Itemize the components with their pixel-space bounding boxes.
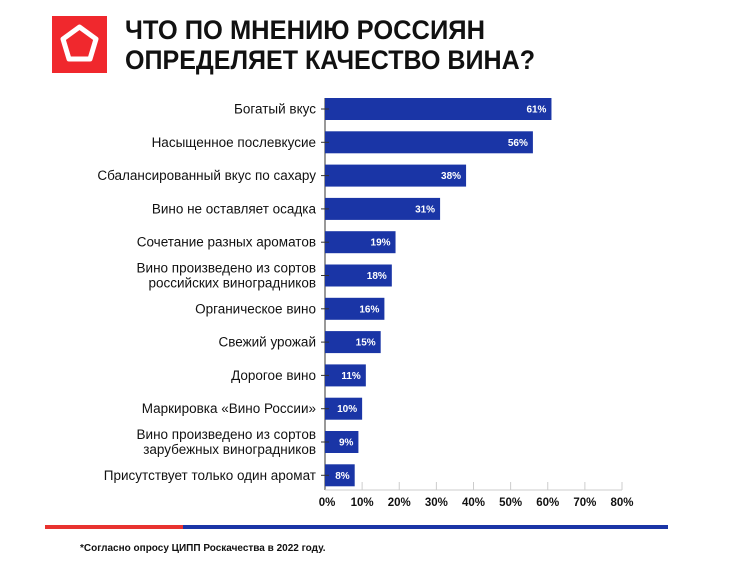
bar xyxy=(325,364,366,387)
category-label: Сочетание разных ароматов xyxy=(137,235,316,250)
x-tick-label: 40% xyxy=(462,497,485,509)
data-label: 11% xyxy=(341,371,361,382)
data-label: 10% xyxy=(337,404,357,415)
data-label: 15% xyxy=(356,338,376,349)
category-label: Дорогое вино xyxy=(231,368,316,383)
footnote: *Согласно опросу ЦИПП Роскачества в 2022… xyxy=(80,543,326,554)
x-tick-label: 70% xyxy=(573,497,596,509)
category-label: Маркировка «Вино России» xyxy=(142,401,316,416)
bar xyxy=(325,131,533,154)
bar xyxy=(325,431,359,453)
data-label: 16% xyxy=(359,304,379,315)
chart-title-line: ОПРЕДЕЛЯЕТ КАЧЕСТВО ВИНА? xyxy=(125,45,535,75)
category-label: Вино произведено из сортов xyxy=(137,261,316,276)
chart-title-line: ЧТО ПО МНЕНИЮ РОССИЯН xyxy=(125,15,485,45)
bar xyxy=(325,231,396,254)
x-tick-label: 30% xyxy=(425,497,448,509)
bar xyxy=(325,98,552,120)
category-label: Присутствует только один аромат xyxy=(104,468,316,483)
data-label: 9% xyxy=(339,438,354,449)
x-tick-label: 80% xyxy=(610,497,633,509)
bar xyxy=(325,297,385,320)
bar xyxy=(325,397,363,420)
data-label: 31% xyxy=(415,204,435,215)
divider-red xyxy=(45,525,183,529)
category-label: зарубежных виноградников xyxy=(143,442,316,457)
x-tick-label: 50% xyxy=(499,497,522,509)
category-label: Сбалансированный вкус по сахару xyxy=(97,168,316,183)
x-tick-label: 10% xyxy=(351,497,374,509)
pentagon-icon xyxy=(60,24,99,62)
bar xyxy=(325,464,355,487)
divider-blue xyxy=(183,525,668,529)
bar xyxy=(325,331,381,354)
category-label: Насыщенное послевкусие xyxy=(152,135,316,150)
bar xyxy=(325,197,441,220)
x-tick-label: 60% xyxy=(536,497,559,509)
data-label: 19% xyxy=(371,238,391,249)
category-label: Органическое вино xyxy=(195,301,316,316)
data-label: 61% xyxy=(526,105,546,116)
bar xyxy=(325,164,467,187)
category-label: Вино не оставляет осадка xyxy=(152,201,317,216)
category-label: российских виноградников xyxy=(148,276,316,291)
bar xyxy=(325,264,392,287)
data-label: 38% xyxy=(441,171,461,182)
category-label: Свежий урожай xyxy=(218,335,316,350)
category-label: Богатый вкус xyxy=(234,102,316,117)
data-label: 18% xyxy=(367,271,387,282)
data-label: 8% xyxy=(335,471,350,482)
x-tick-label: 0% xyxy=(319,497,336,509)
data-label: 56% xyxy=(508,138,528,149)
x-tick-label: 20% xyxy=(388,497,411,509)
category-label: Вино произведено из сортов xyxy=(137,427,316,442)
